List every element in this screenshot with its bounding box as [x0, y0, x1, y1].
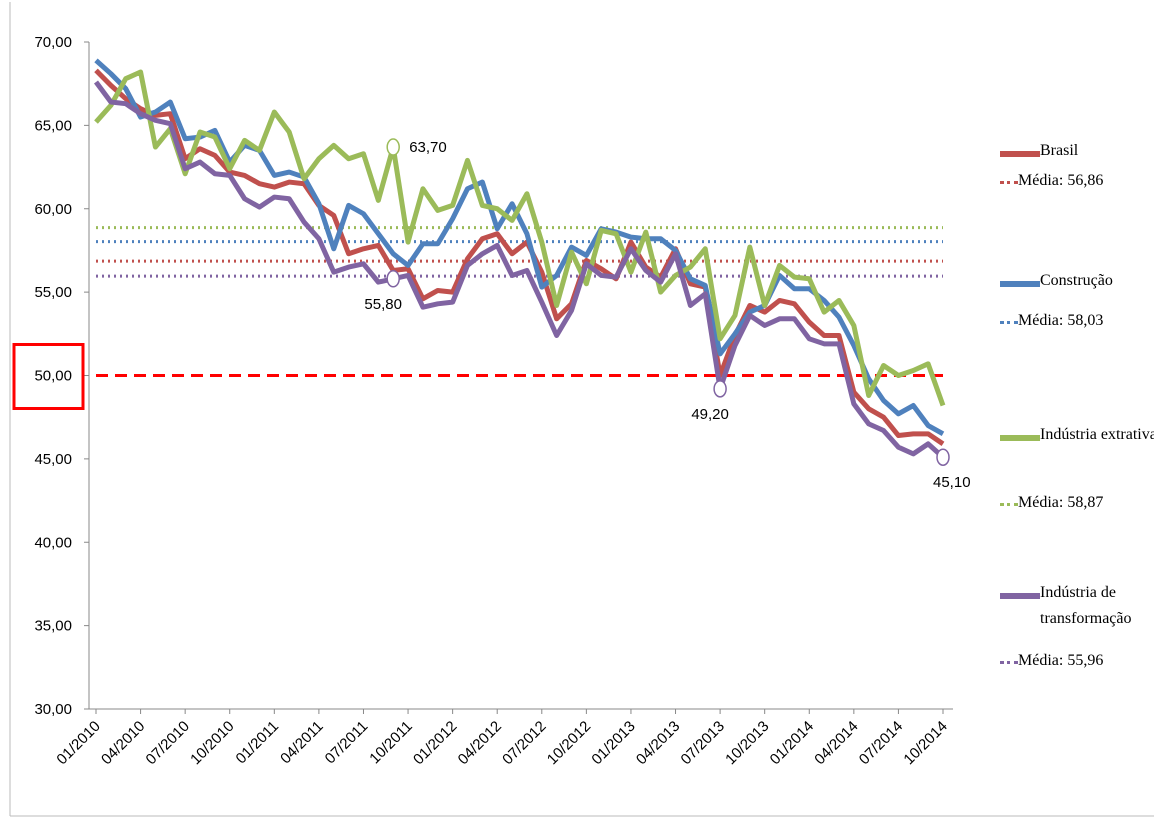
y-tick-label: 45,00 — [34, 451, 72, 468]
x-tick-label: 04/2014 — [811, 718, 861, 768]
x-tick-label: 04/2012 — [455, 718, 505, 768]
legend-key — [1000, 281, 1040, 287]
legend-key — [1000, 181, 1018, 184]
y-tick-label: 55,00 — [34, 284, 72, 301]
x-tick-label: 10/2010 — [187, 718, 237, 768]
legend-item: Média: 58,87 — [1000, 494, 1138, 516]
x-tick-label: 10/2014 — [900, 718, 950, 768]
point-marker — [386, 270, 400, 288]
legend-mean-label: Média: 58,87 — [1018, 494, 1104, 511]
y-tick-label: 65,00 — [34, 117, 72, 134]
legend-item: Brasil — [1000, 142, 1154, 164]
y-tick-label: 40,00 — [34, 534, 72, 551]
legend-item: Média: 55,96 — [1000, 652, 1138, 674]
x-tick-label: 10/2011 — [366, 718, 416, 768]
legend-item: Média: 58,03 — [1000, 312, 1138, 334]
legend-item: Média: 56,86 — [1000, 172, 1138, 194]
legend-label: Indústria extrativa — [1040, 426, 1154, 443]
legend-key — [1000, 661, 1018, 664]
legend-item: Indústria extrativa — [1000, 426, 1154, 448]
legend-key — [1000, 503, 1018, 506]
legend-item: Indústria de transformação — [1000, 584, 1154, 632]
legend-mean-label: Média: 58,03 — [1018, 312, 1104, 329]
x-tick-label: 07/2013 — [678, 718, 728, 768]
y-tick-label: 70,00 — [34, 34, 72, 51]
legend-key — [1000, 593, 1040, 599]
legend-label: Brasil — [1040, 142, 1079, 159]
legend-mean-label: Média: 56,86 — [1018, 172, 1104, 189]
point-marker — [713, 380, 727, 398]
y-tick-label: 50,00 — [34, 368, 72, 385]
point-marker — [386, 138, 400, 156]
legend-mean-label: Média: 55,96 — [1018, 652, 1104, 669]
x-tick-label: 04/2010 — [98, 718, 148, 768]
highlight-box — [12, 343, 85, 410]
series-line — [94, 69, 946, 407]
legend-label: Construção — [1040, 272, 1113, 289]
value-label: 45,10 — [933, 474, 971, 491]
legend-item: Construção — [1000, 272, 1154, 294]
series-line — [93, 80, 945, 460]
x-tick-label: 10/2013 — [722, 718, 772, 768]
legend-key — [1000, 321, 1018, 324]
legend-key — [1000, 151, 1040, 157]
x-tick-label: 07/2012 — [499, 718, 549, 768]
x-tick-label: 04/2013 — [633, 718, 683, 768]
y-tick-label: 30,00 — [34, 701, 72, 718]
legend-key — [1000, 435, 1040, 441]
y-tick-label: 35,00 — [34, 618, 72, 635]
y-tick-label: 60,00 — [34, 201, 72, 218]
x-tick-label: 01/2010 — [53, 718, 103, 768]
x-tick-label: 07/2010 — [143, 718, 193, 768]
value-label: 63,70 — [409, 139, 447, 156]
value-label: 55,80 — [364, 296, 402, 313]
x-tick-label: 01/2011 — [233, 718, 283, 768]
x-tick-label: 01/2013 — [588, 718, 638, 768]
x-tick-label: 07/2014 — [856, 718, 906, 768]
x-tick-label: 01/2012 — [410, 718, 460, 768]
series-line — [94, 68, 945, 446]
x-tick-label: 10/2012 — [544, 718, 594, 768]
x-tick-label: 07/2011 — [322, 718, 372, 768]
x-tick-label: 04/2011 — [277, 718, 327, 768]
legend-label: Indústria de transformação — [1040, 584, 1132, 627]
point-marker — [936, 448, 950, 466]
value-label: 49,20 — [691, 406, 729, 423]
x-tick-label: 01/2014 — [767, 718, 817, 768]
